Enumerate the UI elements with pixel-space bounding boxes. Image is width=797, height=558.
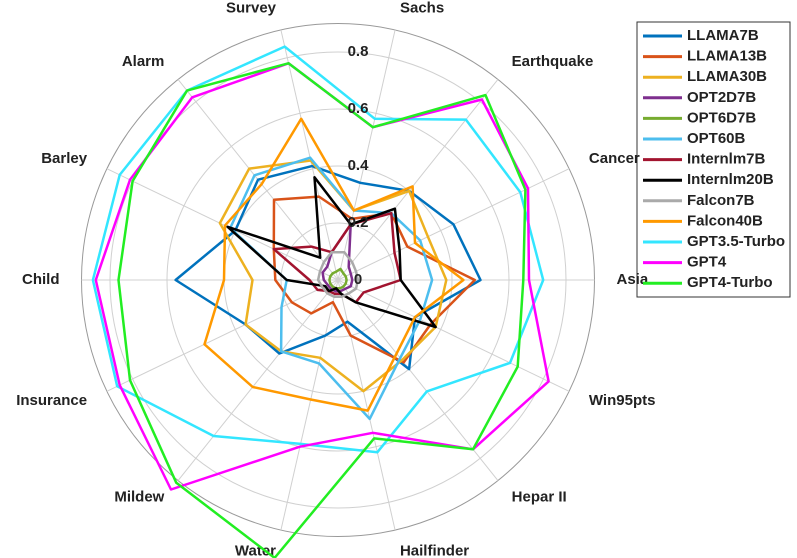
category-label: Alarm bbox=[122, 53, 165, 70]
spoke bbox=[337, 279, 396, 531]
series-line bbox=[228, 156, 434, 421]
series-line bbox=[226, 175, 437, 329]
spoke bbox=[280, 29, 339, 281]
spoke bbox=[337, 279, 570, 392]
spoke bbox=[337, 29, 396, 281]
category-label: Barley bbox=[41, 150, 88, 167]
legend-label: OPT60B bbox=[687, 130, 746, 147]
spoke bbox=[280, 279, 339, 531]
category-label: Survey bbox=[226, 0, 277, 16]
category-label: Child bbox=[22, 271, 60, 288]
legend-label: Falcon40B bbox=[687, 212, 763, 229]
series-line bbox=[272, 195, 477, 364]
category-label: Win95pts bbox=[589, 392, 656, 409]
r-tick-label: 0 bbox=[354, 271, 362, 288]
legend-label: LLAMA30B bbox=[687, 68, 767, 85]
spoke bbox=[106, 279, 339, 392]
category-label: Water bbox=[235, 542, 276, 558]
category-label: Hailfinder bbox=[400, 542, 469, 558]
series-line bbox=[321, 223, 354, 293]
series-line bbox=[316, 250, 360, 298]
series-line bbox=[218, 159, 448, 393]
legend-label: GPT3.5-Turbo bbox=[687, 233, 785, 250]
category-label: Sachs bbox=[400, 0, 444, 16]
legend-label: Falcon7B bbox=[687, 192, 755, 209]
series-line bbox=[272, 211, 402, 304]
spoke bbox=[337, 279, 499, 481]
spoke bbox=[337, 79, 499, 281]
category-label: Hepar II bbox=[512, 489, 567, 506]
category-label: Asia bbox=[617, 271, 649, 288]
legend-label: GPT4-Turbo bbox=[687, 274, 773, 291]
category-label: Mildew bbox=[114, 489, 164, 506]
series-line bbox=[94, 62, 550, 491]
category-label: Insurance bbox=[16, 392, 87, 409]
legend-label: LLAMA13B bbox=[687, 48, 767, 65]
r-tick-label: 0.6 bbox=[348, 100, 369, 117]
r-tick-label: 0.8 bbox=[348, 43, 369, 60]
legend-label: OPT6D7B bbox=[687, 109, 756, 126]
legend-label: GPT4 bbox=[687, 254, 727, 271]
legend-label: LLAMA7B bbox=[687, 27, 759, 44]
series-line bbox=[203, 117, 465, 412]
series-line bbox=[117, 62, 527, 558]
legend-label: OPT2D7B bbox=[687, 89, 756, 106]
spoke bbox=[106, 168, 339, 281]
legend-label: Internlm7B bbox=[687, 151, 766, 168]
spoke bbox=[177, 279, 339, 481]
category-label: Earthquake bbox=[512, 53, 594, 70]
category-label: Cancer bbox=[589, 150, 640, 167]
r-tick-label: 0.4 bbox=[348, 157, 370, 174]
r-tick-label: 0.2 bbox=[348, 214, 369, 231]
legend-label: Internlm20B bbox=[687, 171, 774, 188]
